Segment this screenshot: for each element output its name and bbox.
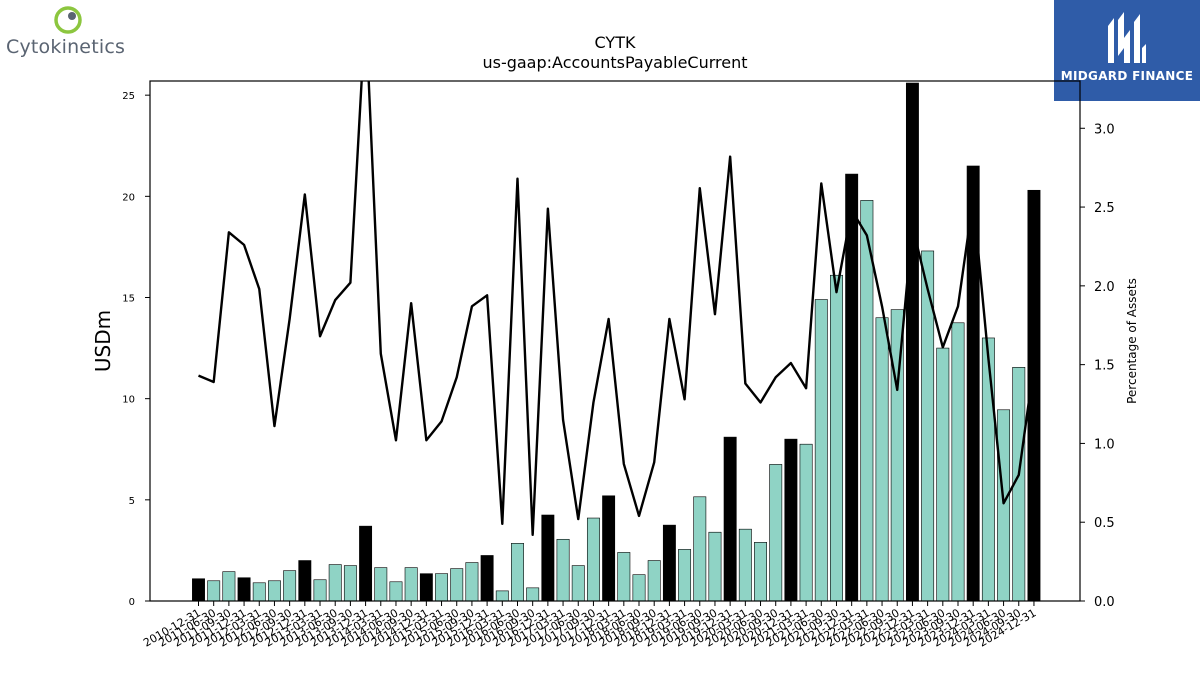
percentage-line [198,81,1036,537]
bar-2021-09-30 [830,274,843,601]
bar-2013-06-30 [328,564,342,601]
bar-2018-06-30 [632,574,646,601]
chart-title: CYTK [595,33,636,52]
y-tick-label: 5 [129,496,135,507]
bar-2016-12-31 [541,514,555,601]
x-axis: 2010-12-312011-06-302011-09-302011-12-31… [141,601,1038,650]
midgard-finance-logo: MIDGARD FINANCE [1054,0,1200,101]
bar-2014-03-31 [374,567,388,601]
bar-2024-03-31 [981,337,995,601]
y-left-axis: 0 5 10 15 20 25 [122,91,150,608]
bar-2012-12-31 [298,560,312,601]
bar-2019-09-30 [708,531,722,601]
bar-2017-06-30 [571,565,585,601]
y-tick-label: 15 [122,293,135,304]
bar-2019-06-30 [693,496,707,601]
y2-tick-label: 1.0 [1094,437,1115,452]
bar-2018-12-31 [662,524,676,601]
bar-2017-12-31 [602,495,616,601]
bar-2012-03-31 [252,582,266,601]
bar-2014-06-30 [389,581,403,601]
y2-tick-label: 0.5 [1094,516,1115,531]
bar-2016-03-31 [495,590,509,601]
bar-2018-03-31 [617,552,631,601]
bar-2020-06-30 [754,542,767,601]
bar-2022-12-31 [905,82,919,601]
bar-2019-03-31 [678,549,692,601]
bar-2020-03-31 [738,528,752,601]
bar-2015-09-30 [465,562,479,601]
bar-2011-12-31 [237,577,251,601]
bar-2024-06-30 [997,409,1011,601]
plot-frame [149,80,1081,602]
bar-2014-12-31 [419,573,433,601]
bar-2016-06-30 [511,543,524,601]
y-axis-label: USDm [91,310,115,372]
bar-2013-09-30 [343,565,357,601]
bar-2012-06-30 [267,580,281,601]
cytokinetics-wordmark: Cytokinetics [6,36,126,58]
bar-2017-03-31 [556,538,570,601]
bar-2022-06-30 [875,317,889,601]
bar-2010-12-31 [192,578,205,601]
bar-2011-09-30 [222,571,236,601]
bar-2022-09-30 [890,309,904,601]
cytokinetics-mark-icon [54,6,82,34]
y2-axis-label: Percentage of Assets [1125,278,1139,404]
bar-2023-06-30 [936,347,950,601]
y2-tick-label: 2.5 [1094,201,1115,216]
bar-2023-03-31 [921,250,935,601]
bar-2019-12-31 [723,436,737,601]
chart-subtitle: us-gaap:AccountsPayableCurrent [482,53,747,72]
bars-group [192,82,1041,601]
bar-2020-12-31 [784,438,798,601]
bar-2015-03-31 [435,573,448,601]
y-tick-label: 10 [122,395,135,406]
y2-tick-label: 3.0 [1094,122,1115,137]
bar-2021-06-30 [814,299,828,601]
y-tick-label: 25 [122,91,135,102]
midgard-mark-icon [1108,12,1146,63]
bar-2023-09-30 [951,322,965,601]
y2-tick-label: 1.5 [1094,359,1115,374]
bar-2013-03-31 [313,579,327,601]
bar-2015-06-30 [450,568,464,601]
bar-2015-12-31 [480,555,494,601]
bar-2014-09-30 [404,567,418,601]
y-tick-label: 20 [122,192,135,203]
line-group [198,81,1036,537]
y2-tick-label: 0.0 [1094,595,1115,610]
bar-2022-03-31 [860,200,874,601]
y2-tick-label: 2.0 [1094,280,1115,295]
y-tick-label: 0 [129,597,135,608]
y-right-axis: 0.0 0.5 1.0 1.5 2.0 2.5 3.0 [1080,122,1115,610]
bar-2012-09-30 [283,570,297,601]
bar-2011-06-30 [207,580,221,601]
cytokinetics-logo: Cytokinetics [4,4,134,60]
bar-2017-09-30 [586,517,600,601]
midgard-wordmark: MIDGARD FINANCE [1060,69,1194,83]
bar-2021-12-31 [845,173,859,601]
bar-2018-09-30 [647,560,661,601]
bar-2016-09-30 [526,587,540,601]
bar-2013-12-31 [359,525,373,601]
bar-2020-09-30 [769,464,783,601]
bar-2021-03-31 [799,443,813,601]
